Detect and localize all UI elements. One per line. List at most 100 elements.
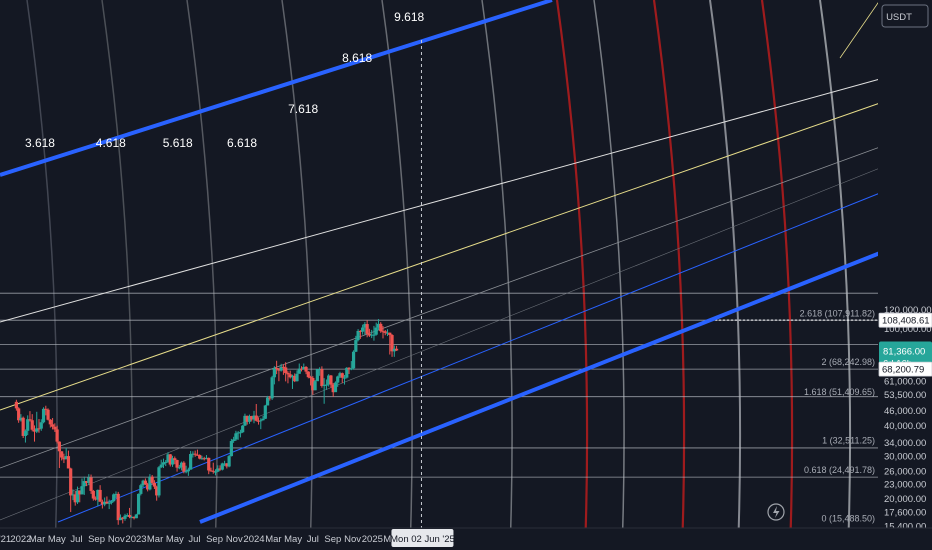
candle-body[interactable] (238, 432, 243, 434)
candle-body[interactable] (89, 477, 93, 491)
candle-body[interactable] (189, 454, 193, 470)
candle-body[interactable] (116, 493, 120, 521)
candle-body[interactable] (272, 368, 276, 378)
candle-body[interactable] (279, 366, 283, 371)
candle-body[interactable] (107, 502, 111, 504)
candle-body[interactable] (232, 439, 236, 442)
candle-body[interactable] (340, 373, 344, 378)
candle-body[interactable] (234, 433, 238, 440)
candle-body[interactable] (304, 366, 308, 372)
candle-body[interactable] (268, 397, 272, 399)
candle-body[interactable] (112, 494, 116, 502)
candle-body[interactable] (277, 368, 281, 371)
candle-body[interactable] (53, 426, 57, 430)
candle-body[interactable] (351, 351, 356, 369)
candle-body[interactable] (41, 408, 46, 423)
candle-body[interactable] (225, 463, 229, 467)
candle-body[interactable] (265, 397, 270, 406)
candle-body[interactable] (216, 468, 220, 472)
candle-body[interactable] (132, 516, 136, 519)
candle-body[interactable] (286, 373, 290, 375)
candle-body[interactable] (152, 482, 157, 487)
currency-badge[interactable]: USDT (881, 4, 929, 28)
candle-body[interactable] (179, 462, 184, 468)
candle-body[interactable] (345, 367, 349, 378)
candle-body[interactable] (184, 471, 188, 473)
candle-body[interactable] (39, 422, 43, 429)
candle-body[interactable] (55, 429, 59, 442)
candle-body[interactable] (98, 489, 102, 502)
candle-body[interactable] (48, 419, 52, 425)
candle-body[interactable] (218, 468, 222, 470)
candle-body[interactable] (220, 463, 224, 470)
candle-body[interactable] (71, 494, 75, 496)
candle-body[interactable] (57, 441, 61, 452)
candle-body[interactable] (379, 323, 383, 332)
candle-body[interactable] (175, 460, 179, 468)
candle-body[interactable] (93, 498, 98, 500)
candle-body[interactable] (390, 335, 394, 352)
candle-body[interactable] (372, 334, 376, 336)
candle-body[interactable] (338, 373, 342, 377)
candle-body[interactable] (308, 377, 313, 379)
candle-body[interactable] (347, 367, 351, 370)
candle-body[interactable] (155, 486, 159, 496)
candle-body[interactable] (191, 453, 195, 455)
candle-body[interactable] (148, 476, 152, 490)
candle-body[interactable] (259, 420, 263, 422)
candle-body[interactable] (302, 366, 306, 370)
candle-body[interactable] (44, 408, 48, 410)
candle-body[interactable] (245, 415, 249, 422)
candle-body[interactable] (331, 384, 335, 393)
candle-body[interactable] (84, 481, 89, 483)
candle-body[interactable] (103, 501, 107, 505)
candle-body[interactable] (159, 464, 163, 468)
candle-body[interactable] (381, 331, 385, 333)
candle-body[interactable] (166, 454, 170, 462)
candle-body[interactable] (17, 408, 21, 421)
candle-body[interactable] (385, 332, 390, 334)
candle-body[interactable] (46, 409, 50, 420)
candle-body[interactable] (136, 493, 141, 515)
candle-body[interactable] (91, 490, 95, 499)
candle-body[interactable] (211, 470, 215, 472)
candle-body[interactable] (324, 384, 329, 386)
candle-body[interactable] (288, 374, 292, 378)
lightning-icon[interactable] (767, 503, 785, 521)
candle-body[interactable] (370, 334, 374, 336)
candle-body[interactable] (127, 515, 132, 517)
candle-body[interactable] (125, 515, 129, 517)
candle-body[interactable] (146, 484, 150, 490)
candle-body[interactable] (193, 453, 197, 455)
candle-body[interactable] (299, 368, 304, 370)
candle-body[interactable] (361, 327, 365, 332)
candle-body[interactable] (261, 418, 265, 421)
candle-body[interactable] (168, 454, 172, 465)
candle-body[interactable] (30, 420, 34, 430)
candle-body[interactable] (35, 428, 39, 432)
candle-body[interactable] (161, 462, 166, 465)
candle-body[interactable] (229, 441, 233, 457)
candle-body[interactable] (50, 424, 55, 427)
candle-body[interactable] (376, 323, 381, 328)
candle-body[interactable] (139, 485, 143, 494)
candle-body[interactable] (209, 470, 213, 472)
candle-body[interactable] (173, 458, 177, 461)
candle-body[interactable] (164, 461, 168, 463)
candle-body[interactable] (275, 368, 279, 370)
candle-body[interactable] (256, 420, 261, 422)
candle-body[interactable] (64, 456, 68, 460)
candle-body[interactable] (356, 330, 360, 341)
candle-body[interactable] (121, 517, 125, 519)
candle-body[interactable] (322, 384, 326, 387)
candle-body[interactable] (263, 405, 267, 419)
candle-body[interactable] (293, 375, 297, 382)
candle-body[interactable] (281, 366, 286, 368)
candle-body[interactable] (336, 376, 340, 383)
candle-body[interactable] (60, 451, 64, 458)
candle-body[interactable] (105, 501, 109, 504)
candle-body[interactable] (365, 324, 369, 334)
candle-body[interactable] (270, 377, 274, 399)
